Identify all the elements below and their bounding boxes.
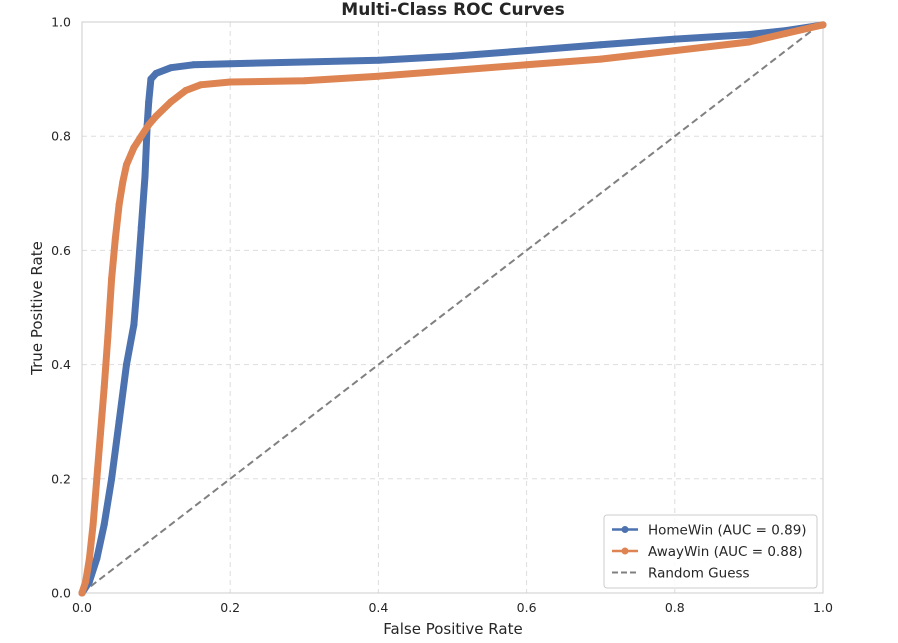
legend-label: AwayWin (AUC = 0.88) xyxy=(648,544,803,560)
awaywin-point xyxy=(111,235,119,243)
awaywin-point xyxy=(671,47,679,55)
awaywin-point xyxy=(119,178,127,186)
homewin-point xyxy=(226,60,234,68)
homewin-point xyxy=(130,321,138,329)
awaywin-point xyxy=(374,72,382,80)
y-axis-ticks: 0.0 0.2 0.4 0.6 0.8 1.0 xyxy=(51,15,71,601)
homewin-point xyxy=(374,56,382,64)
awaywin-point xyxy=(745,38,753,46)
awaywin-point xyxy=(145,121,153,129)
awaywin-point xyxy=(85,555,93,563)
x-tick-label: 0.4 xyxy=(368,600,388,615)
homewin-point xyxy=(137,224,145,232)
y-axis-label: True Positive Rate xyxy=(28,241,46,376)
awaywin-point xyxy=(123,161,130,169)
homewin-point xyxy=(100,521,108,528)
y-tick-label: 0.6 xyxy=(51,243,71,258)
y-tick-label: 0.4 xyxy=(51,357,71,372)
homewin-point xyxy=(141,172,149,180)
homewin-point xyxy=(152,69,160,77)
awaywin-point xyxy=(130,144,138,152)
homewin-point xyxy=(147,75,155,83)
x-tick-label: 0.6 xyxy=(517,600,537,615)
awaywin-point xyxy=(97,429,104,437)
y-tick-label: 0.2 xyxy=(51,471,71,486)
awaywin-point xyxy=(100,383,108,391)
homewin-point xyxy=(93,555,101,563)
awaywin-point xyxy=(523,61,531,69)
awaywin-point xyxy=(782,29,790,37)
homewin-point xyxy=(745,31,753,39)
homewin-point xyxy=(300,58,308,66)
x-tick-label: 0.8 xyxy=(665,600,685,615)
homewin-point xyxy=(671,35,679,43)
legend-marker-awaywin xyxy=(621,547,629,555)
homewin-point xyxy=(523,47,531,55)
awaywin-point xyxy=(819,21,827,29)
awaywin-point xyxy=(167,98,175,106)
awaywin-point xyxy=(104,332,112,340)
legend: HomeWin (AUC = 0.89) AwayWin (AUC = 0.88)… xyxy=(603,514,818,589)
awaywin-point xyxy=(300,77,308,85)
plot-frame xyxy=(81,21,824,594)
legend-label: Random Guess xyxy=(648,566,750,582)
y-tick-label: 1.0 xyxy=(51,15,71,30)
awaywin-point xyxy=(115,201,123,209)
x-axis-label: False Positive Rate xyxy=(383,620,522,638)
homewin-point xyxy=(189,61,197,69)
homewin-point xyxy=(167,64,175,72)
chart-title: Multi-Class ROC Curves xyxy=(341,0,564,20)
legend-marker-homewin xyxy=(621,526,629,533)
awaywin-point xyxy=(597,55,605,63)
awaywin-point xyxy=(152,112,160,120)
awaywin-point xyxy=(137,132,145,140)
homewin-point xyxy=(108,475,116,483)
awaywin-point xyxy=(93,475,101,483)
homewin-point xyxy=(134,275,142,283)
homewin-point xyxy=(597,41,605,49)
awaywin-point xyxy=(182,87,190,94)
awaywin-point xyxy=(89,521,97,528)
x-tick-label: 0.0 xyxy=(72,600,92,615)
homewin-point xyxy=(145,98,153,106)
homewin-point xyxy=(449,52,456,60)
awaywin-point xyxy=(78,589,86,597)
random-guess-line xyxy=(81,21,824,594)
awaywin-roc-line xyxy=(78,21,827,597)
x-tick-label: 0.2 xyxy=(220,600,240,615)
awaywin-point xyxy=(82,578,90,586)
series-layer xyxy=(78,21,827,597)
awaywin-point xyxy=(197,81,205,89)
awaywin-point xyxy=(449,67,456,74)
y-tick-label: 0.8 xyxy=(51,129,71,144)
awaywin-point xyxy=(108,275,116,283)
y-tick-label: 0.0 xyxy=(51,586,71,601)
homewin-point xyxy=(123,361,130,369)
x-axis-ticks: 0.0 0.2 0.4 0.6 0.8 1.0 xyxy=(72,600,833,615)
legend-label: HomeWin (AUC = 0.89) xyxy=(648,523,807,539)
x-tick-label: 1.0 xyxy=(813,600,833,615)
homewin-point xyxy=(115,418,123,426)
legend-box xyxy=(603,514,818,589)
awaywin-point xyxy=(226,78,234,86)
